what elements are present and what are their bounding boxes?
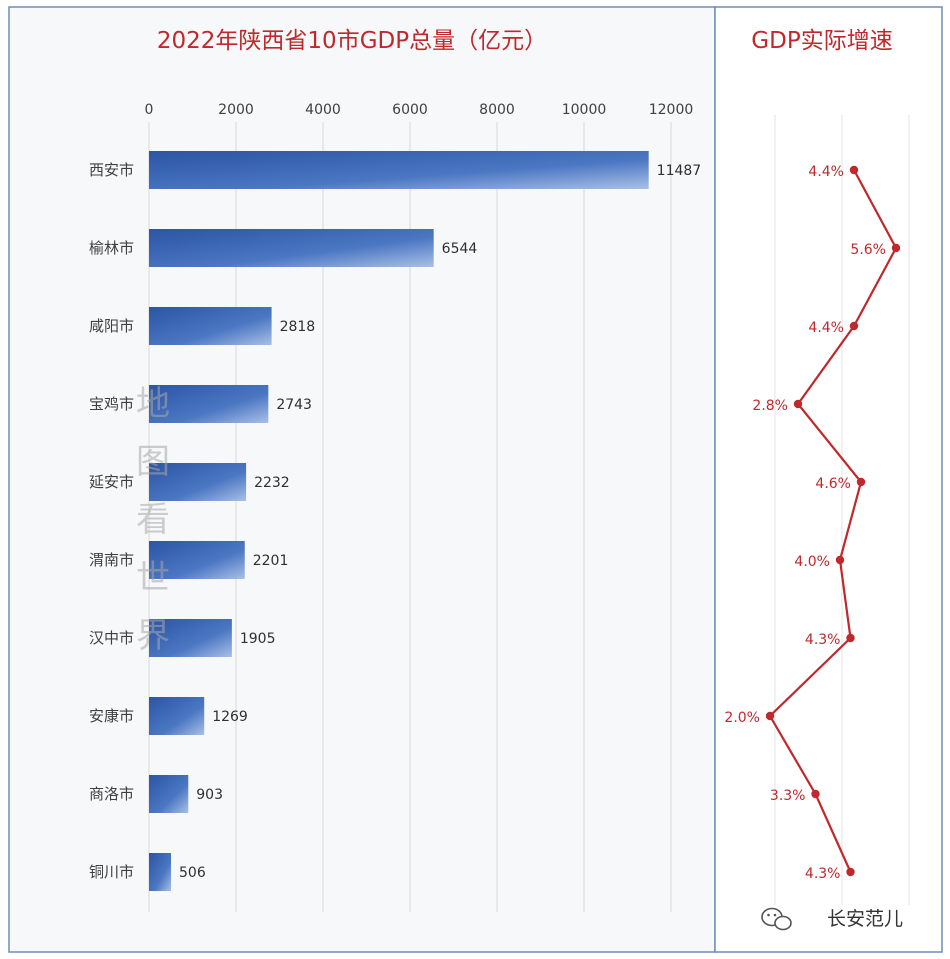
x-tick-label: 8000 [479,102,515,118]
category-label: 西安市 [89,161,134,179]
bar-data-label: 11487 [657,163,702,179]
bar-data-label: 1905 [240,631,276,647]
bar-data-label: 2232 [254,475,290,491]
bar [149,619,232,657]
watermark-char: 地 [136,384,170,424]
category-label: 咸阳市 [89,317,134,335]
bar-series [149,151,649,891]
growth-data-label: 4.6% [815,476,851,492]
growth-point [891,243,901,253]
footer-brand: 长安范儿 [761,907,903,931]
growth-point [846,633,855,643]
watermark-char: 世 [136,558,170,598]
wechat-icon [761,907,792,931]
line-panel [714,6,943,953]
bar [149,463,247,501]
category-label: 渭南市 [89,551,134,569]
watermark-char: 看 [136,500,170,540]
category-label: 汉中市 [89,629,134,647]
bar-data-label: 1269 [212,709,248,725]
category-label: 铜川市 [89,863,134,881]
category-label: 延安市 [89,473,134,491]
bar [149,541,245,579]
category-label: 安康市 [89,707,134,725]
bar [149,697,205,735]
growth-data-label: 4.3% [805,866,841,882]
category-label: 商洛市 [89,785,134,803]
bar [149,151,649,189]
growth-point [849,321,859,331]
growth-point [835,555,845,565]
growth-point [856,477,866,487]
growth-data-label: 5.6% [850,242,886,258]
bar [149,775,189,813]
bar-chart-title: 2022年陕西省10市GDP总量（亿元） [157,28,547,54]
growth-point [793,399,803,409]
x-tick-label: 4000 [305,102,341,118]
bar-data-label: 2818 [280,319,316,335]
growth-data-label: 2.8% [752,398,788,414]
bar-data-label: 2743 [276,397,312,413]
bar-data-label: 903 [196,787,223,803]
bar-data-label: 506 [179,865,206,881]
bar [149,853,172,891]
growth-data-label: 2.0% [724,710,760,726]
growth-series: 4.4% 5.6% 4.4% 2.8% 4.6% 4.0% 4.3% 2.0% 3.3% 4.3% [724,164,901,882]
growth-point [846,867,855,877]
category-label: 宝鸡市 [89,395,134,413]
growth-line-path [768,169,898,873]
x-tick-label: 10000 [562,102,607,118]
watermark-char: 图 [136,442,170,482]
bar-axis-ticks: 0 2000 4000 6000 8000 10000 12000 [145,102,694,118]
footer-brand-text: 长安范儿 [827,908,903,930]
growth-data-label: 4.3% [805,632,841,648]
growth-data-label: 4.4% [808,320,844,336]
category-label: 榆林市 [89,239,134,257]
growth-point [849,165,859,175]
x-tick-label: 6000 [392,102,428,118]
bar [149,229,434,267]
bar-data-label: 6544 [442,241,478,257]
x-tick-label: 2000 [218,102,254,118]
growth-data-label: 4.4% [808,164,844,180]
growth-point [765,711,775,721]
growth-data-label: 3.3% [770,788,806,804]
line-gridlines [774,115,910,905]
growth-point [811,789,820,799]
bar-data-label: 2201 [253,553,289,569]
bar [149,385,269,423]
x-tick-label: 0 [145,102,154,118]
bar-data-labels: 11487 6544 2818 2743 2232 2201 1905 1269 903 506 [179,163,701,881]
x-tick-label: 12000 [649,102,694,118]
line-chart-title: GDP实际增速 [751,28,892,54]
watermark-char: 界 [136,616,170,656]
growth-data-label: 4.0% [794,554,830,570]
bar [149,307,272,345]
